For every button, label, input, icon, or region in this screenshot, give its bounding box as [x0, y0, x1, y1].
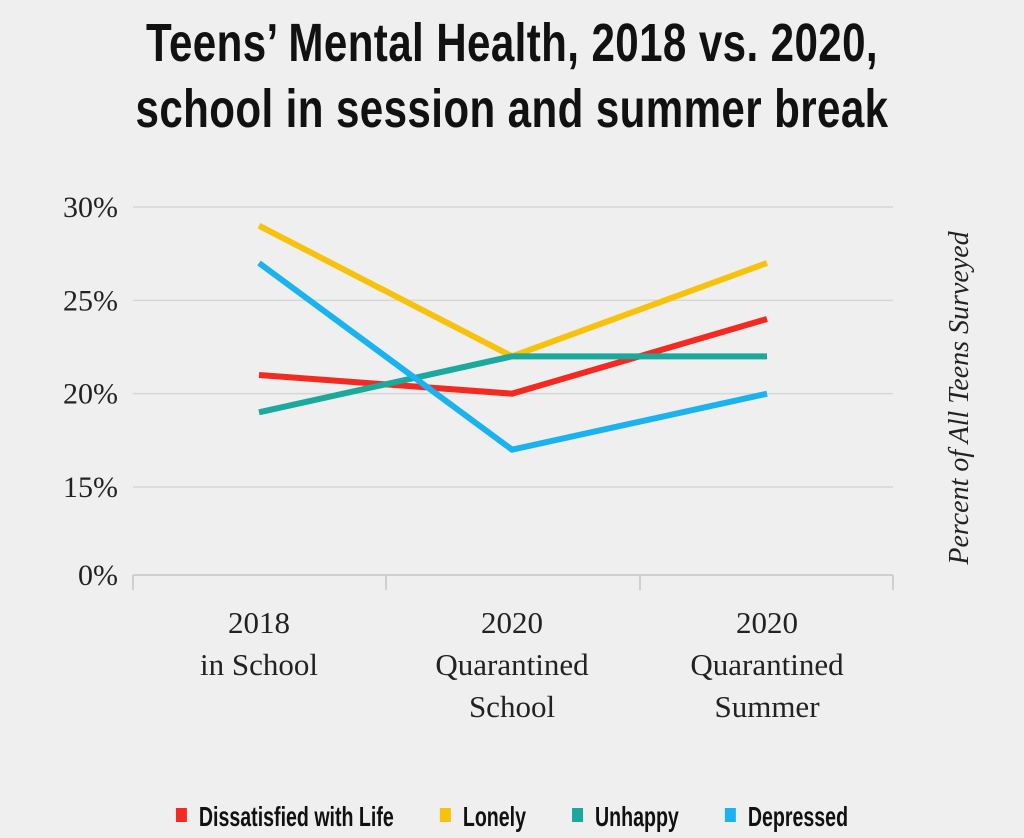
series-line-depressed [257, 260, 768, 453]
chart-title-line-2: school in session and summer break [135, 79, 889, 139]
y-tick-label: 15% [63, 471, 118, 504]
y-tick-label: 25% [63, 284, 118, 317]
x-tick-label: Quarantined [435, 647, 589, 682]
y-tick-label: 0% [78, 559, 118, 592]
y-tick-label: 20% [63, 378, 118, 411]
legend-item: Dissatisfied with Life [175, 802, 394, 833]
x-tick-label: in School [200, 647, 318, 682]
legend-label: Lonely [463, 802, 527, 833]
legend-item: Depressed [724, 802, 848, 833]
series-line-dissatisfied-with-life [258, 316, 768, 397]
x-tick-label: 2020 [736, 605, 798, 640]
x-tick-label: School [469, 689, 555, 724]
legend-label: Dissatisfied with Life [199, 802, 394, 833]
legend-label: Depressed [748, 802, 848, 833]
y-axis-label: Percent of All Teens Surveyed [944, 230, 975, 565]
y-tick-label: 30% [63, 191, 118, 224]
legend-swatch [439, 808, 451, 822]
legend-swatch [724, 808, 736, 822]
legend-label: Unhappy [595, 802, 679, 833]
x-tick-label: Summer [714, 689, 820, 724]
x-tick-label: Quarantined [690, 647, 844, 682]
series-line-lonely [257, 223, 769, 360]
legend-item: Unhappy [572, 802, 679, 833]
chart-title-line-1: Teens’ Mental Health, 2018 vs. 2020, [145, 13, 879, 73]
series-line-unhappy [258, 353, 767, 416]
legend-item: Lonely [439, 802, 527, 833]
x-tick-label: 2018 [228, 605, 290, 640]
legend-swatch [175, 808, 187, 822]
x-tick-label: 2020 [481, 605, 543, 640]
legend-swatch [572, 808, 584, 822]
